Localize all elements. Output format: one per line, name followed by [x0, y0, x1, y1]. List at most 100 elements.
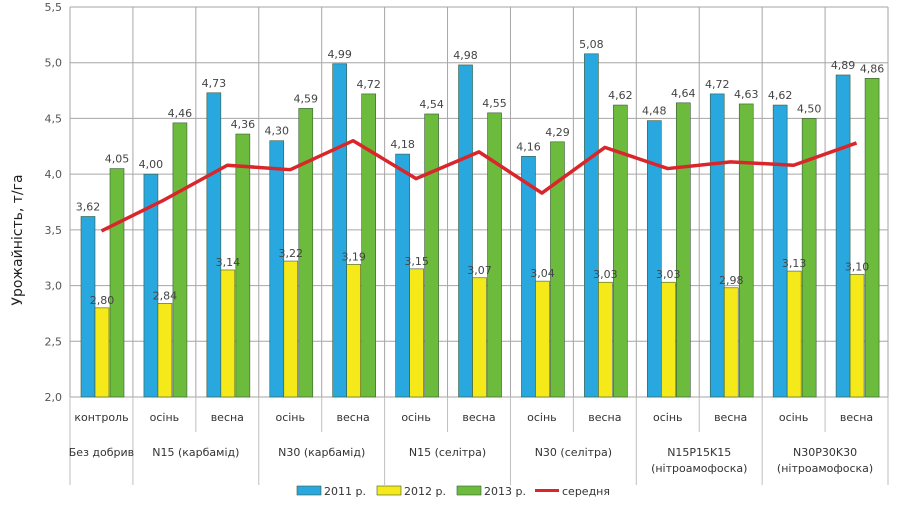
bar-2013-7	[550, 141, 565, 398]
data-label: 4,64	[671, 87, 696, 100]
bar-2012-9	[661, 281, 676, 398]
bar-2013-9	[676, 102, 691, 398]
bars	[80, 53, 880, 398]
bar-2011-7	[521, 156, 536, 398]
legend-swatch	[296, 485, 322, 496]
y-axis-title: Урожайність, т/га	[10, 174, 26, 305]
y-tick-label: 5,5	[45, 1, 63, 14]
legend-label: 2012 р.	[404, 485, 446, 498]
bar-2012-2	[220, 269, 236, 398]
bar-2012-8	[598, 281, 613, 398]
x-category-label: весна	[714, 411, 747, 424]
y-tick-label: 4,0	[45, 168, 63, 181]
bar-2013-0	[109, 168, 125, 398]
data-label: 4,16	[516, 140, 541, 153]
bar-2011-0	[80, 216, 96, 398]
x-category-label: весна	[462, 411, 495, 424]
x-category-label: осінь	[401, 411, 431, 424]
bar-2012-3	[283, 260, 299, 398]
data-label: 4,73	[202, 77, 227, 90]
x-group-label: N15 (селітра)	[409, 446, 486, 459]
bar-2012-4	[346, 264, 361, 398]
data-label: 5,08	[579, 38, 604, 51]
data-label: 3,19	[341, 250, 366, 263]
data-label: 4,18	[390, 138, 415, 151]
x-group-label: (нітроамофоска)	[777, 462, 873, 475]
x-category-label: весна	[588, 411, 621, 424]
legend-swatch	[456, 485, 482, 496]
x-category-label: весна	[211, 411, 244, 424]
bar-2013-8	[613, 104, 628, 398]
bar-2013-5	[424, 113, 439, 398]
bar-2012-6	[472, 277, 487, 398]
x-category-label: весна	[840, 411, 873, 424]
data-label: 2,84	[153, 289, 178, 302]
data-label: 4,05	[105, 153, 130, 166]
data-label: 4,98	[453, 49, 478, 62]
x-category-label: осінь	[150, 411, 180, 424]
data-label: 3,03	[593, 268, 618, 281]
mean-line-layer	[100, 138, 858, 233]
bar-2013-6	[487, 112, 502, 398]
bar-2012-12	[849, 274, 865, 398]
bar-2012-10	[723, 287, 739, 398]
axes: 2,0 2,5 3,0 3,5 4,0 4,5 5,0 5,5 контроль осінь вес…	[45, 1, 889, 485]
y-tick-label: 3,0	[45, 280, 63, 293]
data-label: 4,89	[831, 59, 856, 72]
bar-2012-0	[94, 307, 110, 398]
data-label: 4,59	[294, 92, 319, 105]
bar-2011-4	[332, 63, 347, 398]
data-label: 3,04	[530, 267, 555, 280]
bar-2011-1	[143, 173, 159, 398]
bar-2013-4	[361, 93, 376, 398]
y-tick-label: 3,5	[45, 224, 63, 237]
bar-2013-3	[298, 108, 314, 398]
data-label: 4,72	[705, 78, 730, 91]
data-label: 3,13	[782, 257, 807, 270]
data-label: 4,99	[327, 48, 352, 61]
bar-2011-6	[458, 64, 473, 398]
y-tick-label: 2,0	[45, 391, 63, 404]
data-label: 4,00	[139, 158, 164, 171]
legend: 2011 р. 2012 р. 2013 р. середня	[296, 485, 610, 498]
x-category-label: весна	[337, 411, 370, 424]
x-group-label: (нітроамофоска)	[651, 462, 747, 475]
bar-2011-8	[584, 53, 599, 398]
data-label: 4,62	[768, 89, 793, 102]
x-category-label: осінь	[527, 411, 557, 424]
data-label: 4,86	[860, 62, 885, 75]
x-group-label: N30 (карбамід)	[278, 446, 365, 459]
bar-2011-11	[772, 104, 788, 398]
data-label: 3,14	[216, 256, 241, 269]
data-labels: 3,62 4,00 4,73 4,30 4,99 4,18 4,98 4,16 5,08 4,48…	[76, 38, 885, 307]
legend-label: 2013 р.	[484, 485, 526, 498]
x-category-label: осінь	[653, 411, 683, 424]
data-label: 2,80	[90, 294, 115, 307]
data-label: 2,98	[719, 274, 744, 287]
data-label: 4,63	[734, 88, 759, 101]
data-label: 3,10	[845, 260, 870, 273]
bar-2011-10	[709, 93, 725, 398]
data-label: 4,54	[419, 98, 444, 111]
x-category-label: осінь	[275, 411, 305, 424]
data-label: 3,15	[404, 255, 429, 268]
bar-2012-11	[786, 270, 802, 398]
data-label: 4,72	[356, 78, 381, 91]
x-category-label: осінь	[779, 411, 809, 424]
y-tick-label: 5,0	[45, 57, 63, 70]
bar-2011-5	[395, 153, 410, 398]
y-tick-label: 4,5	[45, 112, 63, 125]
y-tick-label: 2,5	[45, 335, 63, 348]
bar-2012-7	[535, 280, 550, 398]
gridlines	[69, 6, 889, 398]
x-category-label: контроль	[74, 411, 128, 424]
legend-label: середня	[562, 485, 610, 498]
bar-2013-1	[172, 122, 188, 398]
data-label: 4,62	[608, 89, 633, 102]
data-label: 4,30	[265, 125, 290, 138]
data-label: 3,03	[656, 268, 681, 281]
bar-2013-11	[801, 118, 817, 398]
bar-2012-1	[157, 303, 173, 398]
bar-2011-3	[269, 140, 285, 398]
